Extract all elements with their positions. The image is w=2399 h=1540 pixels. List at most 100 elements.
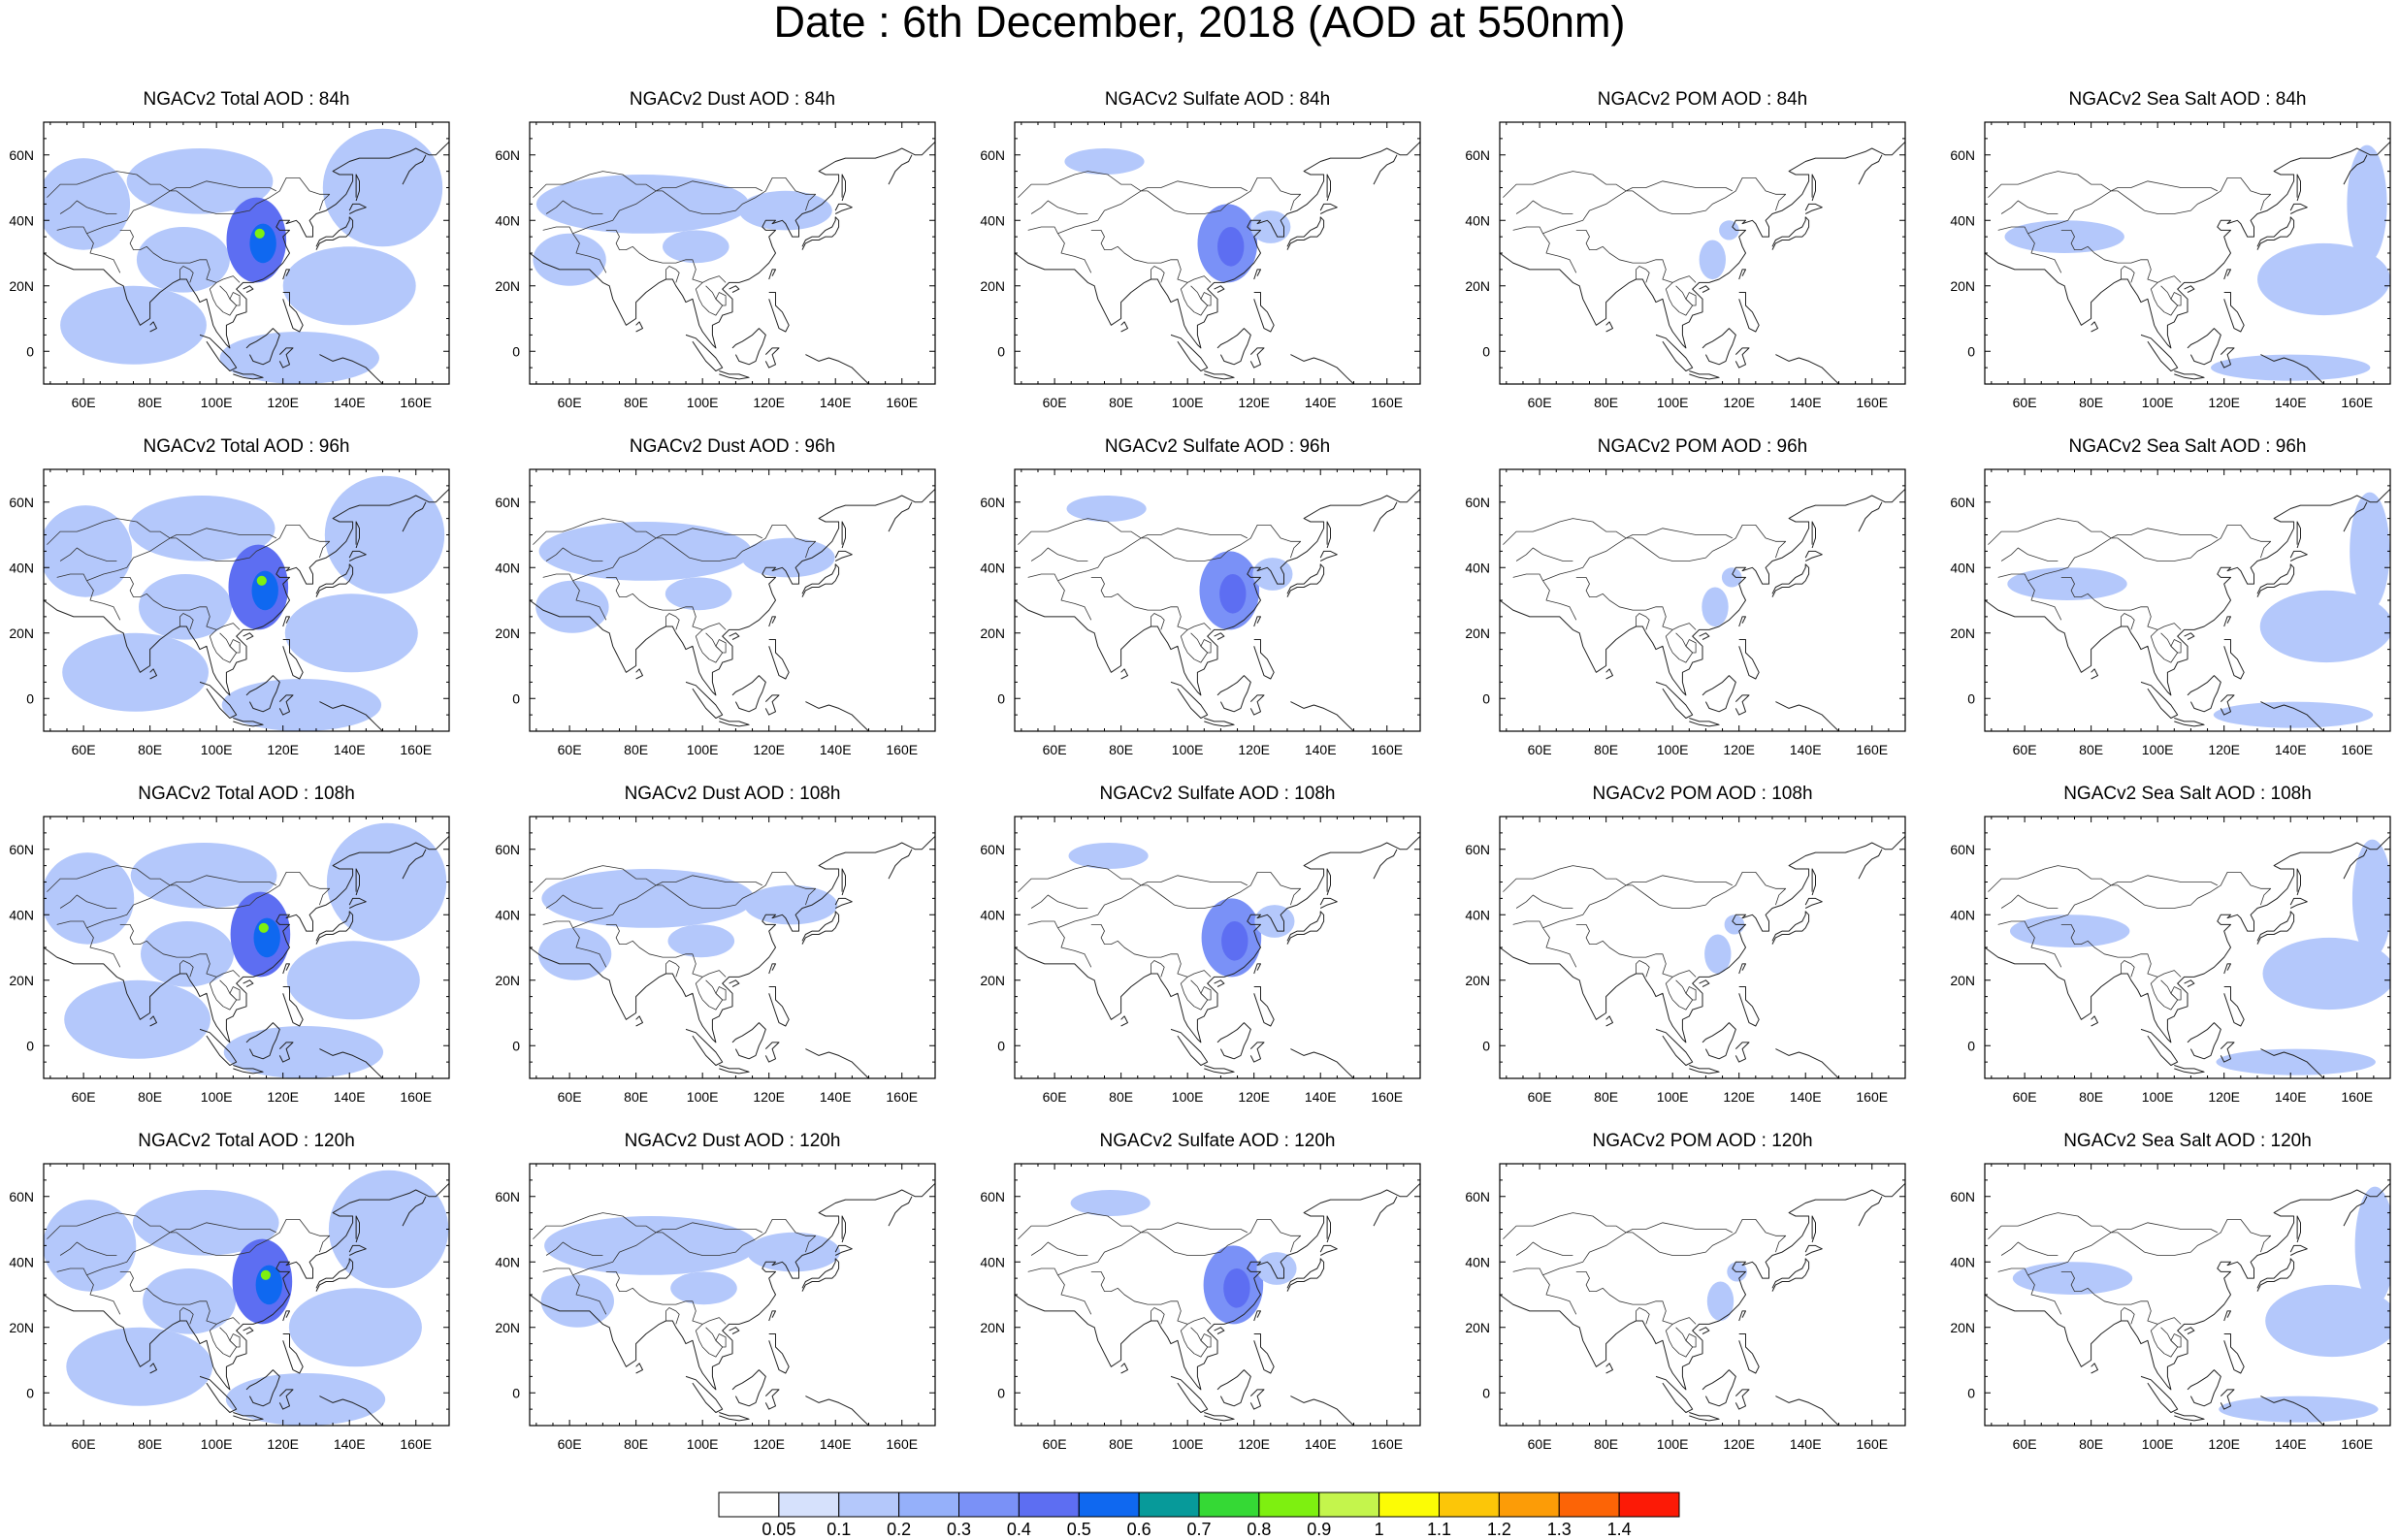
map-panel-dust-108h: NGACv2 Dust AOD : 108h 60E 80E 100E 120E 140E…: [495, 784, 936, 1116]
lat-tick-label: 0: [26, 1385, 34, 1400]
aod-field: [1066, 496, 1293, 630]
aod-plume: [324, 475, 445, 594]
lat-tick-label: 20N: [9, 1320, 34, 1335]
map-panel-pom-120h: NGACv2 POM AOD : 120h 60E 80E 100E 120E 140E 1…: [1465, 1131, 1906, 1463]
panel-title: NGACv2 Dust AOD : 96h: [629, 436, 836, 457]
map-panel-seasalt-84h: NGACv2 Sea Salt AOD : 84h 60E 80E 100E 120E 1…: [1950, 89, 2391, 422]
lat-tick-label: 20N: [1950, 1320, 1975, 1335]
lat-tick-label: 40N: [495, 907, 520, 922]
lat-tick-label: 0: [1482, 343, 1490, 359]
panel-title: NGACv2 Sea Salt AOD : 108h: [2063, 784, 2312, 804]
map-panel-total-120h: NGACv2 Total AOD : 120h 60E 80E 100E 120E 140…: [9, 1131, 450, 1463]
colorbar-swatch: [1138, 1492, 1200, 1518]
lon-tick-label: 80E: [138, 395, 162, 410]
lat-tick-label: 60N: [495, 495, 520, 510]
colorbar-label: 0.8: [1247, 1520, 1271, 1539]
colorbar-swatch: [718, 1492, 780, 1518]
lat-tick-label: 60N: [1950, 1189, 1975, 1204]
main-title: Date : 6th December, 2018 (AOD at 550nm): [773, 0, 1626, 47]
lon-tick-label: 140E: [2275, 395, 2307, 410]
lon-tick-label: 160E: [1856, 395, 1888, 410]
lon-tick-label: 140E: [820, 1436, 852, 1452]
aod-plume: [251, 570, 278, 611]
axis-ticks: [44, 121, 450, 385]
lat-tick-label: 60N: [1465, 842, 1490, 857]
panel-title: NGACv2 Total AOD : 108h: [138, 784, 355, 804]
aod-plume: [1066, 496, 1147, 522]
aod-plume: [326, 822, 447, 942]
aod-plume: [2219, 1396, 2379, 1423]
aod-plume: [665, 577, 732, 611]
lon-tick-label: 120E: [2208, 395, 2240, 410]
lon-tick-label: 160E: [2341, 1436, 2373, 1452]
aod-plume: [544, 1216, 758, 1275]
lon-tick-label: 120E: [1238, 1089, 1270, 1105]
map-panel-total-96h: NGACv2 Total AOD : 96h 60E 80E 100E 120E 140E…: [9, 436, 450, 769]
map-panel-pom-108h: NGACv2 POM AOD : 108h 60E 80E 100E 120E 140E 1…: [1465, 784, 1906, 1116]
map-panel-pom-84h: NGACv2 POM AOD : 84h 60E 80E 100E 120E 140E 16…: [1465, 89, 1906, 422]
aod-map: 60E 80E 100E 120E 140E 160E 0 20N 40N 60N: [495, 121, 936, 410]
lat-tick-label: 0: [1482, 690, 1490, 706]
lat-tick-label: 20N: [1465, 278, 1490, 294]
colorbar-label: 0.4: [1007, 1520, 1031, 1539]
lon-tick-label: 60E: [72, 395, 96, 410]
axis-ticks: [1985, 816, 2391, 1079]
coastlines: [530, 835, 935, 1078]
aod-plume: [747, 1232, 840, 1272]
colorbar-swatch: [958, 1492, 1020, 1518]
aod-plume: [126, 148, 274, 214]
lon-tick-label: 60E: [558, 395, 582, 410]
lon-tick-label: 140E: [2275, 742, 2307, 757]
lat-tick-label: 0: [997, 690, 1005, 706]
lon-tick-label: 80E: [1109, 742, 1133, 757]
lat-tick-label: 20N: [495, 973, 520, 988]
lon-tick-label: 140E: [2275, 1436, 2307, 1452]
lon-tick-label: 100E: [201, 395, 233, 410]
aod-plume: [2216, 1048, 2376, 1075]
lon-tick-label: 140E: [820, 395, 852, 410]
lon-tick-label: 60E: [558, 1089, 582, 1105]
panel-title: NGACv2 POM AOD : 84h: [1597, 89, 1808, 110]
aod-field: [1704, 914, 1745, 975]
lon-tick-label: 120E: [1723, 742, 1755, 757]
aod-plume: [44, 852, 135, 945]
coastlines: [530, 141, 935, 384]
map-panel-total-84h: NGACv2 Total AOD : 84h 60E 80E 100E 120E 140E…: [9, 89, 450, 422]
coastlines: [1985, 488, 2390, 731]
aod-plume: [44, 1200, 137, 1292]
lon-tick-label: 160E: [1371, 1089, 1403, 1105]
lon-tick-label: 140E: [820, 742, 852, 757]
aod-plume: [2213, 701, 2374, 728]
lon-tick-label: 100E: [2142, 742, 2174, 757]
lon-tick-label: 100E: [201, 1436, 233, 1452]
lat-tick-label: 20N: [9, 973, 34, 988]
aod-plume: [2354, 1186, 2390, 1305]
colorbar-label: 1.3: [1547, 1520, 1572, 1539]
lon-tick-label: 160E: [1856, 742, 1888, 757]
aod-field: [2007, 492, 2390, 728]
aod-plume: [1256, 1252, 1297, 1285]
aod-plume: [1070, 1190, 1151, 1216]
lon-tick-label: 140E: [334, 395, 366, 410]
aod-plume: [1064, 148, 1145, 175]
aod-plume: [2211, 354, 2371, 381]
lon-tick-label: 140E: [1305, 1436, 1337, 1452]
coastlines: [1985, 141, 2390, 384]
lon-tick-label: 80E: [624, 1089, 648, 1105]
aod-field: [537, 869, 838, 980]
map-panel-sulfate-108h: NGACv2 Sulfate AOD : 108h 60E 80E 100E 120E 1…: [980, 784, 1421, 1116]
axis-ticks: [44, 468, 450, 732]
coastlines: [530, 488, 935, 731]
lat-tick-label: 0: [997, 1385, 1005, 1400]
lat-tick-label: 60N: [495, 842, 520, 857]
lon-tick-label: 140E: [334, 1089, 366, 1105]
aod-plume: [143, 1268, 237, 1334]
aod-map: 60E 80E 100E 120E 140E 160E 0 20N 40N 60N: [495, 1163, 936, 1452]
aod-map: 60E 80E 100E 120E 140E 160E 0 20N 40N 60N: [1465, 468, 1906, 757]
aod-plume: [2010, 914, 2130, 947]
map-panel-sulfate-120h: NGACv2 Sulfate AOD : 120h 60E 80E 100E 120E 1…: [980, 1131, 1421, 1463]
coastlines: [1015, 1182, 1420, 1426]
axis-ticks: [1985, 1163, 2391, 1427]
aod-plume: [2347, 144, 2387, 264]
lon-tick-label: 100E: [1172, 395, 1204, 410]
